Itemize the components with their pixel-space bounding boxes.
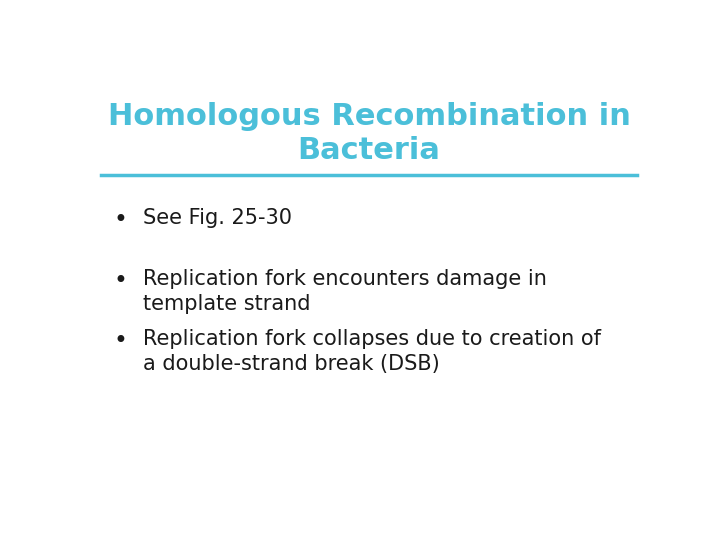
Text: •: •: [114, 329, 127, 353]
Text: Homologous Recombination in: Homologous Recombination in: [107, 102, 631, 131]
Text: See Fig. 25-30: See Fig. 25-30: [143, 208, 292, 228]
Text: •: •: [114, 268, 127, 293]
Text: Bacteria: Bacteria: [297, 136, 441, 165]
Text: •: •: [114, 208, 127, 232]
Text: Replication fork encounters damage in
template strand: Replication fork encounters damage in te…: [143, 268, 547, 314]
Text: Replication fork collapses due to creation of
a double-strand break (DSB): Replication fork collapses due to creati…: [143, 329, 601, 374]
